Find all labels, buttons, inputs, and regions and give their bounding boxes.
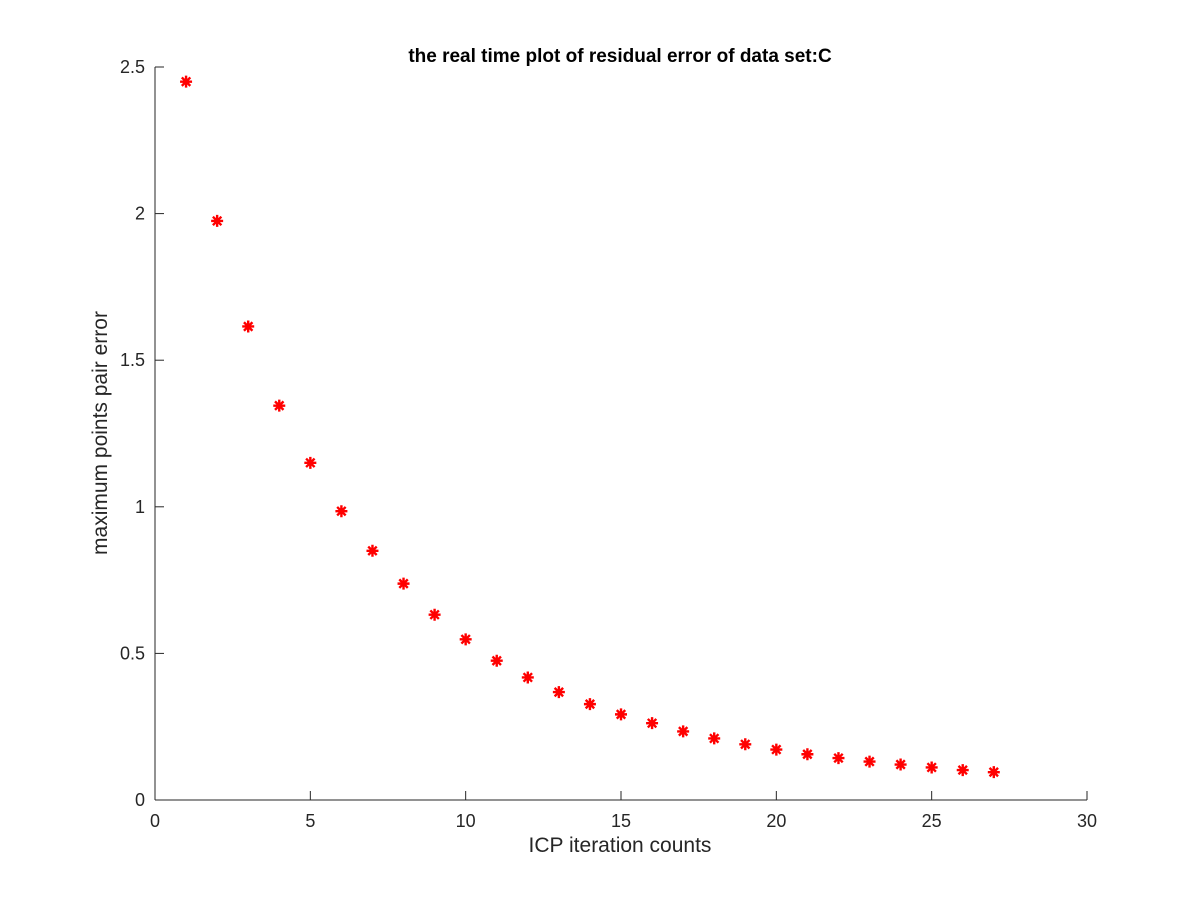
x-tick-label: 0 xyxy=(150,811,160,831)
x-tick-label: 5 xyxy=(305,811,315,831)
ticks: 0 5 10 15 20 25 30 0 0.5 1 1.5 2 2.5 xyxy=(120,57,1097,831)
y-tick-label: 0.5 xyxy=(120,643,145,663)
data-point xyxy=(521,671,534,684)
data-point xyxy=(428,608,441,621)
data-point xyxy=(583,698,596,711)
data-point xyxy=(242,320,255,333)
data-point xyxy=(490,654,503,667)
data-point xyxy=(273,399,286,412)
data-point xyxy=(366,544,379,557)
data-point xyxy=(739,738,752,751)
axes xyxy=(154,67,1087,801)
data-point xyxy=(180,75,193,88)
data-point xyxy=(397,577,410,590)
y-tick-label: 1 xyxy=(135,497,145,517)
data-point xyxy=(832,752,845,765)
data-point xyxy=(708,732,721,745)
data-point xyxy=(304,456,317,469)
x-tick-label: 20 xyxy=(766,811,786,831)
data-point xyxy=(925,761,938,774)
x-axis-label: ICP iteration counts xyxy=(529,834,712,857)
x-tick-label: 30 xyxy=(1077,811,1097,831)
data-point xyxy=(956,764,969,777)
y-tick-label: 0 xyxy=(135,790,145,810)
data-point xyxy=(801,748,814,761)
data-point xyxy=(552,686,565,699)
x-tick-label: 10 xyxy=(456,811,476,831)
data-point xyxy=(770,743,783,756)
x-tick-label: 15 xyxy=(611,811,631,831)
data-point xyxy=(459,633,472,646)
chart-title: the real time plot of residual error of … xyxy=(408,46,832,67)
y-tick-label: 2.5 xyxy=(120,57,145,77)
data-point xyxy=(863,755,876,768)
data-point xyxy=(987,766,1000,779)
data-point xyxy=(646,717,659,730)
data-point xyxy=(615,708,627,721)
y-tick-label: 2 xyxy=(135,204,145,224)
data-point xyxy=(677,725,690,738)
y-axis-label: maximum points pair error xyxy=(89,311,112,555)
y-tick-label: 1.5 xyxy=(120,350,145,370)
data-point xyxy=(335,505,348,518)
data-point xyxy=(894,758,907,771)
data-points xyxy=(180,75,1000,779)
x-tick-label: 25 xyxy=(922,811,942,831)
data-point xyxy=(211,214,224,227)
